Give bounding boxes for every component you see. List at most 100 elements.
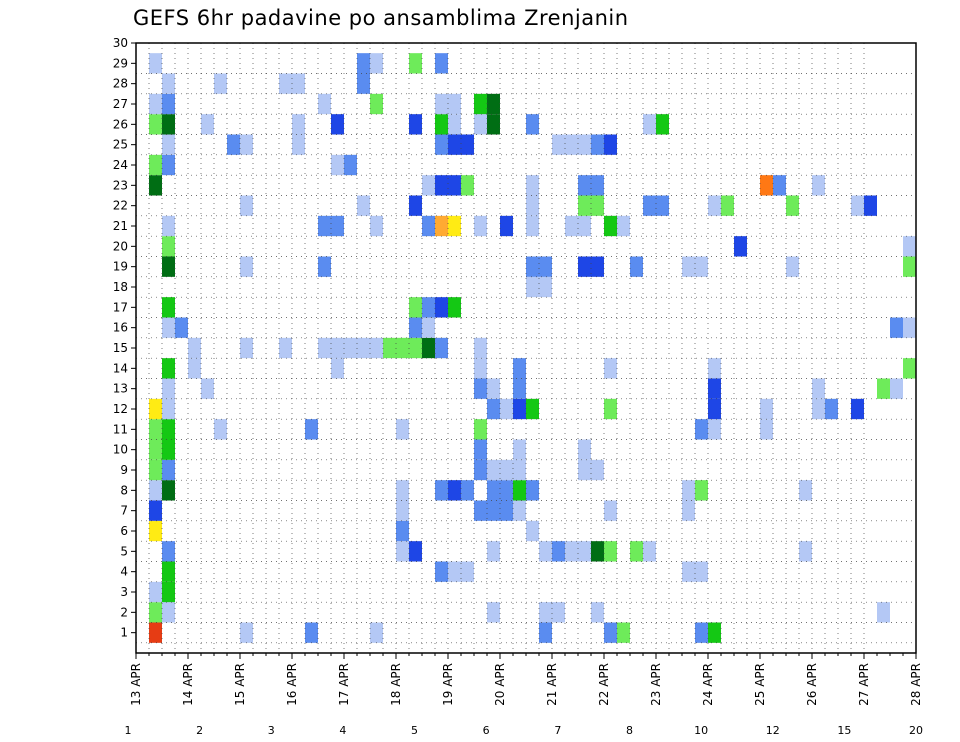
heatmap-cell bbox=[617, 622, 630, 643]
heatmap-cell bbox=[539, 622, 552, 643]
heatmap-cell bbox=[487, 480, 500, 501]
heatmap-cell bbox=[734, 236, 747, 257]
heatmap-cell bbox=[682, 256, 695, 277]
heatmap-cell bbox=[448, 93, 461, 115]
heatmap-cell bbox=[370, 53, 383, 74]
heatmap-cell bbox=[500, 398, 513, 420]
heatmap-cell bbox=[578, 134, 591, 155]
heatmap-cell bbox=[877, 378, 890, 399]
heatmap-cell bbox=[162, 378, 175, 399]
heatmap-cell bbox=[773, 175, 786, 196]
heatmap-cell bbox=[513, 398, 526, 420]
heatmap-cell bbox=[409, 337, 422, 359]
heatmap-cell bbox=[578, 215, 591, 237]
x-tick-label: 16 APR bbox=[285, 663, 299, 706]
y-axis: 1234567891011121314151617181920212223242… bbox=[113, 36, 136, 640]
heatmap-cell bbox=[448, 175, 461, 196]
heatmap-cell bbox=[526, 276, 539, 298]
heatmap-cell bbox=[435, 215, 448, 237]
heatmap-cell bbox=[539, 276, 552, 298]
heatmap-cell bbox=[162, 602, 175, 623]
y-tick-label: 20 bbox=[113, 239, 128, 253]
heatmap-cell bbox=[162, 154, 175, 176]
heatmap-cell bbox=[708, 195, 721, 216]
heatmap-cell bbox=[201, 114, 214, 135]
x-tick-label: 22 APR bbox=[597, 663, 611, 706]
x-tick-label: 24 APR bbox=[701, 663, 715, 706]
x-tick-label: 26 APR bbox=[805, 663, 819, 706]
heatmap-cell bbox=[149, 398, 162, 420]
x-tick-label: 18 APR bbox=[389, 663, 403, 706]
y-tick-label: 18 bbox=[113, 280, 128, 294]
heatmap-cell bbox=[864, 195, 877, 216]
heatmap-cell bbox=[396, 520, 409, 542]
heatmap-cell bbox=[422, 297, 435, 318]
heatmap-cell bbox=[162, 541, 175, 562]
heatmap-cell bbox=[370, 93, 383, 115]
heatmap-cell bbox=[331, 114, 344, 135]
heatmap-cell bbox=[591, 195, 604, 216]
heatmap-cell bbox=[513, 459, 526, 481]
heatmap-cell bbox=[162, 114, 175, 135]
heatmap-cell bbox=[240, 622, 253, 643]
x-tick-label: 28 APR bbox=[909, 663, 923, 706]
heatmap-cell bbox=[162, 398, 175, 420]
heatmap-cell bbox=[903, 317, 916, 338]
heatmap-cell bbox=[305, 419, 318, 440]
heatmap-cell bbox=[799, 541, 812, 562]
heatmap-cell bbox=[539, 256, 552, 277]
heatmap-cell bbox=[162, 73, 175, 94]
heatmap-cell bbox=[162, 256, 175, 277]
heatmap-cell bbox=[344, 337, 357, 359]
heatmap-cell bbox=[526, 195, 539, 216]
colorbar-label: 2 bbox=[196, 724, 203, 737]
heatmap-cell bbox=[526, 520, 539, 542]
heatmap-cell bbox=[409, 195, 422, 216]
y-tick-label: 16 bbox=[113, 321, 128, 335]
heatmap-cell bbox=[682, 500, 695, 521]
heatmap-cell bbox=[331, 358, 344, 379]
heatmap-cell bbox=[162, 215, 175, 237]
heatmap-cell bbox=[383, 337, 396, 359]
heatmap-cell bbox=[370, 215, 383, 237]
heatmap-cell bbox=[500, 215, 513, 237]
heatmap-cell bbox=[149, 439, 162, 460]
colorbar-label: 7 bbox=[554, 724, 561, 737]
heatmap-cell bbox=[526, 175, 539, 196]
heatmap-cell bbox=[357, 337, 370, 359]
heatmap-cell bbox=[344, 154, 357, 176]
x-tick-label: 17 APR bbox=[337, 663, 351, 706]
heatmap-cell bbox=[162, 93, 175, 115]
heatmap-cell bbox=[409, 317, 422, 338]
heatmap-cell bbox=[409, 297, 422, 318]
heatmap-cell bbox=[474, 419, 487, 440]
heatmap-cell bbox=[760, 398, 773, 420]
y-tick-label: 13 bbox=[113, 382, 128, 396]
heatmap-cell bbox=[162, 358, 175, 379]
heatmap-cell bbox=[487, 602, 500, 623]
heatmap-cell bbox=[357, 73, 370, 94]
heatmap-cell bbox=[708, 419, 721, 440]
y-tick-label: 29 bbox=[113, 56, 128, 70]
heatmap-cell bbox=[500, 459, 513, 481]
heatmap-cell bbox=[682, 480, 695, 501]
heatmap-cell bbox=[903, 256, 916, 277]
heatmap-cell bbox=[812, 398, 825, 420]
heatmap-cell bbox=[162, 236, 175, 257]
heatmap-cell bbox=[357, 53, 370, 74]
heatmap-cell bbox=[708, 398, 721, 420]
y-tick-label: 6 bbox=[120, 524, 128, 538]
heatmap-cell bbox=[578, 175, 591, 196]
heatmap-cell bbox=[578, 459, 591, 481]
heatmap-cell bbox=[435, 561, 448, 582]
heatmap-cell bbox=[149, 520, 162, 542]
y-tick-label: 25 bbox=[113, 138, 128, 152]
heatmap-cell bbox=[903, 358, 916, 379]
heatmap-cell bbox=[903, 236, 916, 257]
heatmap-cell bbox=[539, 541, 552, 562]
heatmap-cell bbox=[214, 419, 227, 440]
heatmap-cell bbox=[643, 541, 656, 562]
y-tick-label: 3 bbox=[120, 585, 128, 599]
heatmap-cell bbox=[435, 93, 448, 115]
heatmap-cell bbox=[552, 134, 565, 155]
